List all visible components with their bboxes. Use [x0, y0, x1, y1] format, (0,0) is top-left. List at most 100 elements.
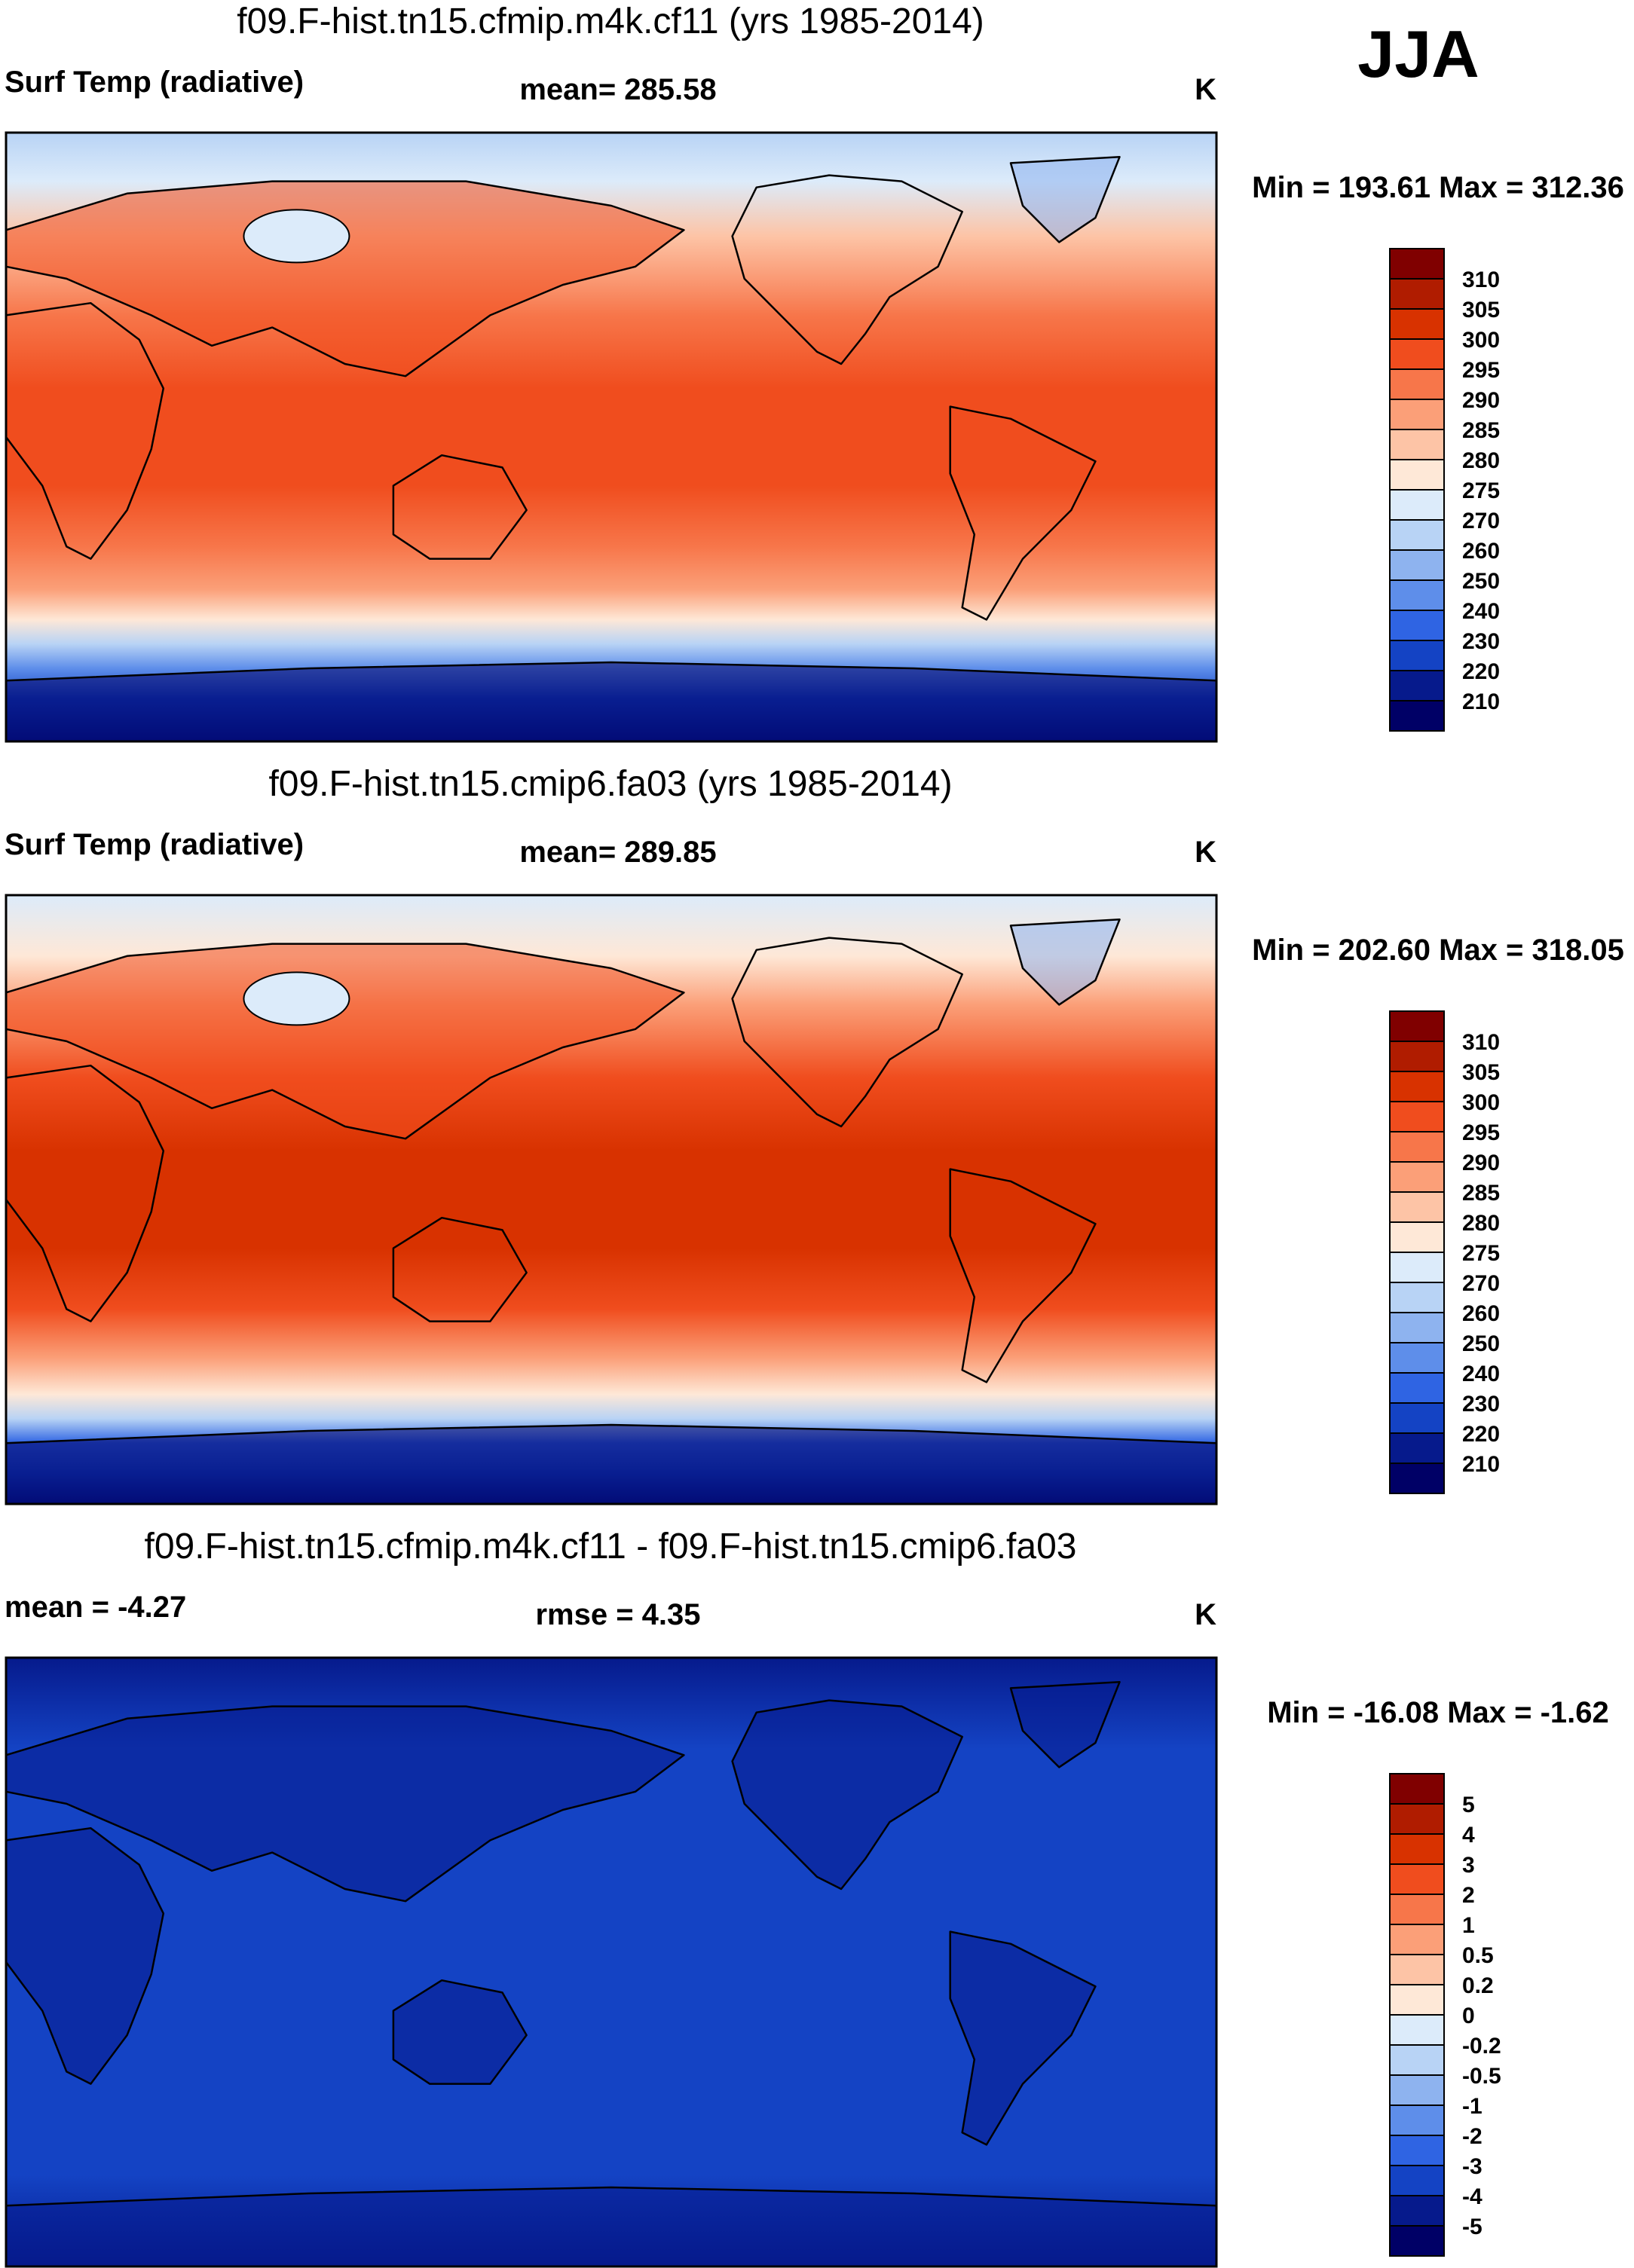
map-frame — [5, 1656, 1218, 2268]
colorbar-tick-label: 300 — [1462, 328, 1500, 353]
panel-3: f09.F-hist.tn15.cfmip.m4k.cf11 - f09.F-h… — [5, 1527, 1609, 2268]
coastline-australia — [392, 1979, 528, 2085]
tibetan-plateau — [243, 209, 350, 264]
colorbar-tick-label: 280 — [1462, 1211, 1500, 1236]
colorbar-tick-label: 240 — [1462, 1362, 1500, 1386]
colorbar-tick-label: 230 — [1462, 629, 1500, 654]
colorbar-box — [1389, 278, 1445, 310]
minmax-label: Min = 202.60 Max = 318.05 — [1252, 934, 1624, 967]
colorbar-tick-label: 0 — [1462, 2004, 1475, 2028]
colorbar-box — [1389, 1071, 1445, 1102]
coastline-greenland — [1009, 1681, 1121, 1768]
colorbar-box — [1389, 308, 1445, 340]
colorbar-tick-label: 280 — [1462, 448, 1500, 473]
colorbar-box — [1389, 1773, 1445, 1805]
colorbar-tick-label: -1 — [1462, 2094, 1483, 2119]
colorbar-tick-label: 305 — [1462, 298, 1500, 322]
colorbar-box — [1389, 1101, 1445, 1132]
colorbar-box — [1389, 2074, 1445, 2106]
map-frame — [5, 894, 1218, 1505]
colorbar-tick-label: 270 — [1462, 509, 1500, 533]
colorbar-box — [1389, 1372, 1445, 1404]
colorbar-box — [1389, 368, 1445, 400]
colorbar-box — [1389, 2225, 1445, 2257]
panel-title: f09.F-hist.tn15.cmip6.fa03 (yrs 1985-201… — [268, 764, 952, 804]
colorbar-tick-label: 275 — [1462, 478, 1500, 503]
colorbar-box — [1389, 1954, 1445, 1985]
panel-1: f09.F-hist.tn15.cfmip.m4k.cf11 (yrs 1985… — [5, 2, 1624, 743]
coastline-africa — [5, 1826, 165, 2085]
panel-title: f09.F-hist.tn15.cfmip.m4k.cf11 (yrs 1985… — [237, 2, 984, 41]
colorbar-tick-label: 220 — [1462, 659, 1500, 684]
colorbar-tick-label: 295 — [1462, 358, 1500, 383]
colorbar-box — [1389, 700, 1445, 732]
colorbar-tick-label: 210 — [1462, 1452, 1500, 1477]
colorbar-box — [1389, 1833, 1445, 1865]
colorbar-box — [1389, 640, 1445, 671]
colorbar-box — [1389, 1010, 1445, 1042]
left-label: mean = -4.27 — [5, 1591, 186, 1624]
coastline-africa — [5, 301, 165, 560]
left-label: Surf Temp (radiative) — [5, 828, 304, 861]
center-label: mean= 289.85 — [519, 836, 716, 869]
colorbar-box — [1389, 1863, 1445, 1895]
colorbar-tick-label: 290 — [1462, 1151, 1500, 1175]
colorbar-box — [1389, 1131, 1445, 1163]
colorbar-box — [1389, 1161, 1445, 1193]
colorbar-box — [1389, 1803, 1445, 1835]
colorbar-tick-label: -4 — [1462, 2184, 1483, 2209]
colorbar-tick-label: 4 — [1462, 1823, 1475, 1848]
units-label: K — [1195, 73, 1216, 106]
colorbar-box — [1389, 1221, 1445, 1253]
colorbar-box — [1389, 2195, 1445, 2227]
colorbar-tick-label: -2 — [1462, 2124, 1483, 2149]
coastline-greenland — [1009, 156, 1121, 243]
coastline-africa — [5, 1064, 165, 1322]
colorbar-tick-label: 2 — [1462, 1883, 1475, 1908]
tibetan-plateau — [243, 971, 350, 1026]
colorbar-box — [1389, 1432, 1445, 1464]
minmax-label: Min = 193.61 Max = 312.36 — [1252, 171, 1624, 204]
coastline-antarctica — [5, 661, 1218, 743]
colorbar-box — [1389, 1041, 1445, 1072]
colorbar-box — [1389, 610, 1445, 641]
coastline-northAmerica — [731, 1699, 963, 1891]
colorbar-box — [1389, 459, 1445, 491]
colorbar-box — [1389, 1312, 1445, 1343]
colorbar-tick-label: 1 — [1462, 1913, 1475, 1938]
colorbar-box — [1389, 2014, 1445, 2046]
colorbar: 310 305 300 295 290 285 280 275 270 260 250 240 230 2… — [1389, 248, 1500, 732]
colorbar-tick-label: 260 — [1462, 1301, 1500, 1326]
colorbar-tick-label: 260 — [1462, 539, 1500, 564]
coastline-southAmerica — [949, 405, 1097, 621]
colorbar-box — [1389, 1402, 1445, 1434]
colorbar-tick-label: 275 — [1462, 1241, 1500, 1266]
colorbar-tick-label: 0.2 — [1462, 1973, 1494, 1998]
units-label: K — [1195, 836, 1216, 869]
colorbar-tick-label: 310 — [1462, 267, 1500, 292]
coastline-australia — [392, 1216, 528, 1322]
panel-2: f09.F-hist.tn15.cmip6.fa03 (yrs 1985-201… — [5, 764, 1624, 1505]
minmax-label: Min = -16.08 Max = -1.62 — [1267, 1696, 1609, 1729]
colorbar-tick-label: -0.5 — [1462, 2064, 1501, 2089]
coastline-australia — [392, 454, 528, 560]
colorbar-box — [1389, 1924, 1445, 1955]
coastline-eurasia — [5, 943, 685, 1140]
colorbar-tick-label: 210 — [1462, 689, 1500, 714]
colorbar-box — [1389, 2165, 1445, 2196]
coastline-antarctica — [5, 1423, 1218, 1505]
colorbar-box — [1389, 519, 1445, 551]
colorbar-box — [1389, 2044, 1445, 2076]
colorbar: 310 305 300 295 290 285 280 275 270 260 250 240 230 2… — [1389, 1010, 1500, 1494]
colorbar-box — [1389, 1342, 1445, 1374]
units-label: K — [1195, 1598, 1216, 1631]
coastline-eurasia — [5, 1705, 685, 1903]
left-label: Surf Temp (radiative) — [5, 66, 304, 99]
colorbar-tick-label: -3 — [1462, 2154, 1483, 2179]
colorbar-box — [1389, 2104, 1445, 2136]
center-label: mean= 285.58 — [519, 73, 716, 106]
coastline-southAmerica — [949, 1930, 1097, 2146]
colorbar-box — [1389, 1252, 1445, 1283]
colorbar-tick-label: 285 — [1462, 418, 1500, 443]
colorbar-box — [1389, 1191, 1445, 1223]
